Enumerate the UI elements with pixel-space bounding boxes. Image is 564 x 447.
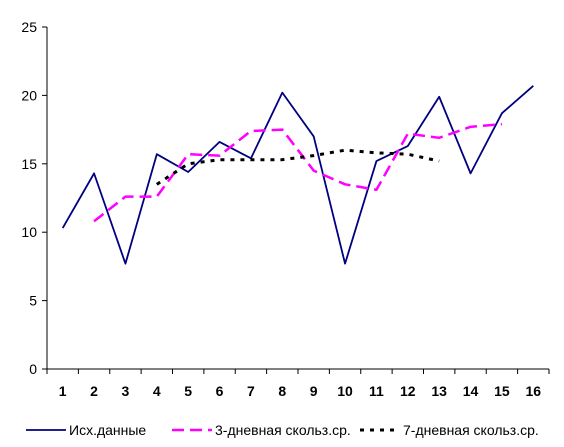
- x-tick-label: 3: [122, 383, 130, 399]
- legend-label-2: 3-дневная скольз.ср.: [215, 422, 351, 438]
- x-tick-label: 5: [184, 383, 192, 399]
- x-tick-label: 6: [216, 383, 224, 399]
- x-tick-label: 14: [463, 383, 479, 399]
- y-tick-label: 10: [21, 224, 37, 240]
- x-tick-label: 13: [431, 383, 447, 399]
- y-tick-label: 5: [29, 293, 37, 309]
- x-tick-label: 1: [59, 383, 67, 399]
- y-tick-label: 25: [21, 19, 37, 35]
- x-axis: 1 2 3 4 5 6 7 8 9 10 11 12 13 14 15 16: [46, 368, 550, 399]
- y-tick-label: 15: [21, 156, 37, 172]
- legend: Исх.данные 3-дневная скольз.ср. 7-дневная …: [26, 422, 539, 438]
- x-tick-label: 2: [90, 383, 98, 399]
- series-lines: [61, 85, 534, 265]
- y-axis: 0 5 10 15 20 25: [21, 19, 48, 377]
- y-tick-label: 20: [21, 87, 37, 103]
- x-tick-label: 12: [400, 383, 416, 399]
- series-line-3: [155, 148, 440, 186]
- x-tick-label: 7: [247, 383, 255, 399]
- x-tick-label: 9: [310, 383, 318, 399]
- series-line-1: [61, 85, 534, 265]
- y-tick-label: 0: [29, 361, 37, 377]
- x-tick-label: 16: [526, 383, 542, 399]
- x-tick-label: 10: [337, 383, 353, 399]
- legend-label-3: 7-дневная скольз.ср.: [403, 422, 539, 438]
- legend-label-1: Исх.данные: [69, 422, 146, 438]
- x-tick-label: 11: [369, 383, 384, 399]
- x-tick-label: 4: [153, 383, 161, 399]
- series-line-2: [93, 122, 503, 223]
- x-tick-label: 8: [278, 383, 286, 399]
- x-tick-label: 15: [494, 383, 510, 399]
